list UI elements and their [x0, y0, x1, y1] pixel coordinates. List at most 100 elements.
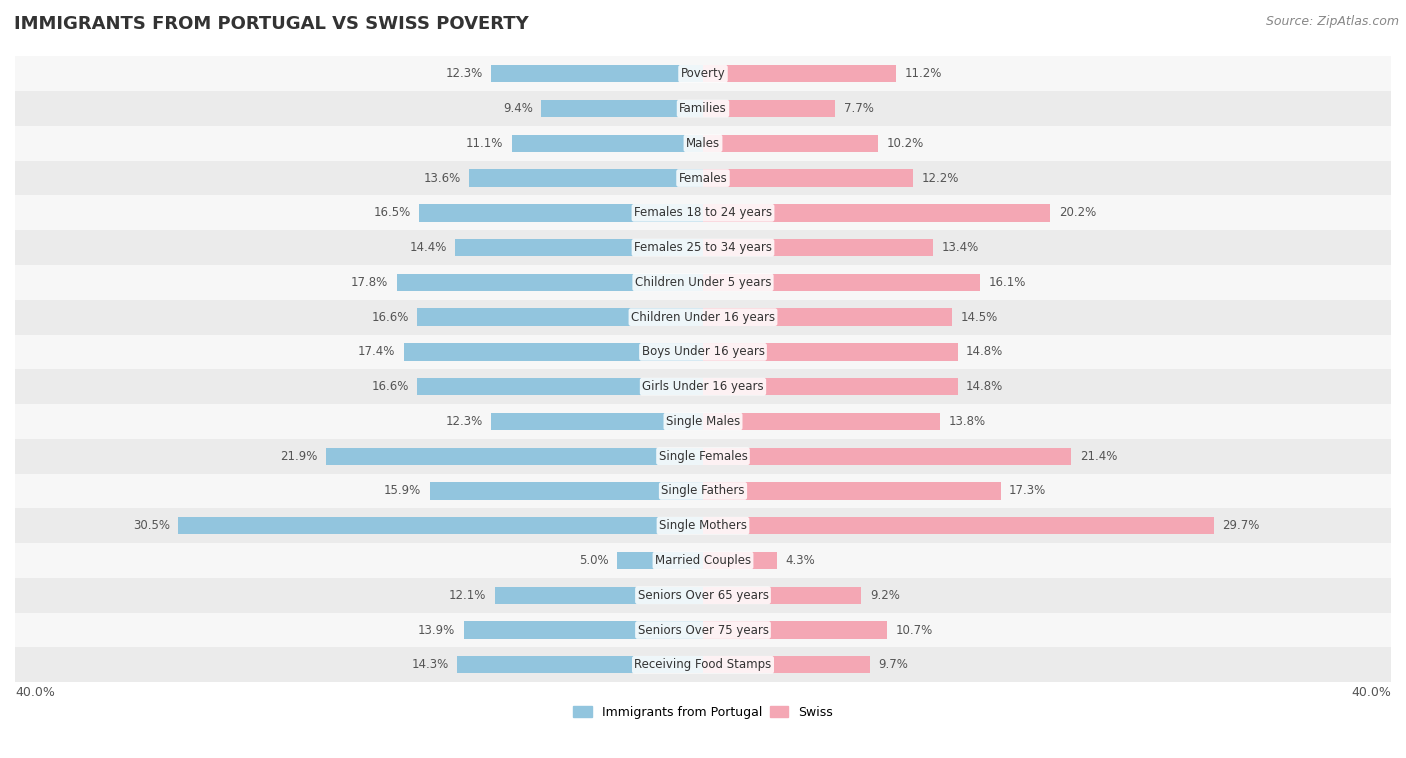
- Text: Children Under 16 years: Children Under 16 years: [631, 311, 775, 324]
- Text: 40.0%: 40.0%: [1351, 686, 1391, 699]
- Legend: Immigrants from Portugal, Swiss: Immigrants from Portugal, Swiss: [568, 700, 838, 724]
- Text: Married Couples: Married Couples: [655, 554, 751, 567]
- Text: 21.4%: 21.4%: [1080, 449, 1116, 462]
- Bar: [703, 517, 1213, 534]
- Text: 11.1%: 11.1%: [467, 136, 503, 150]
- Text: IMMIGRANTS FROM PORTUGAL VS SWISS POVERTY: IMMIGRANTS FROM PORTUGAL VS SWISS POVERT…: [14, 15, 529, 33]
- Bar: [15, 126, 1391, 161]
- Text: 12.1%: 12.1%: [449, 589, 486, 602]
- Text: 14.4%: 14.4%: [409, 241, 447, 254]
- Text: Females: Females: [679, 171, 727, 184]
- Bar: [457, 656, 703, 674]
- Bar: [404, 343, 703, 361]
- Bar: [703, 622, 887, 639]
- Text: Receiving Food Stamps: Receiving Food Stamps: [634, 658, 772, 672]
- Text: Poverty: Poverty: [681, 67, 725, 80]
- Text: 21.9%: 21.9%: [280, 449, 318, 462]
- Bar: [703, 65, 896, 83]
- Bar: [396, 274, 703, 291]
- Bar: [464, 622, 703, 639]
- Text: 13.6%: 13.6%: [423, 171, 461, 184]
- Bar: [541, 100, 703, 117]
- Text: 14.8%: 14.8%: [966, 346, 1004, 359]
- Bar: [492, 413, 703, 430]
- Bar: [418, 309, 703, 326]
- Bar: [15, 161, 1391, 196]
- Text: 7.7%: 7.7%: [844, 102, 875, 115]
- Bar: [15, 334, 1391, 369]
- Text: 5.0%: 5.0%: [579, 554, 609, 567]
- Bar: [15, 474, 1391, 509]
- Text: 29.7%: 29.7%: [1222, 519, 1260, 532]
- Bar: [703, 239, 934, 256]
- Text: Females 25 to 34 years: Females 25 to 34 years: [634, 241, 772, 254]
- Text: Boys Under 16 years: Boys Under 16 years: [641, 346, 765, 359]
- Bar: [703, 274, 980, 291]
- Bar: [15, 404, 1391, 439]
- Text: 9.2%: 9.2%: [870, 589, 900, 602]
- Bar: [418, 378, 703, 396]
- Text: 20.2%: 20.2%: [1059, 206, 1097, 219]
- Text: 14.5%: 14.5%: [960, 311, 998, 324]
- Bar: [15, 230, 1391, 265]
- Bar: [703, 413, 941, 430]
- Bar: [15, 612, 1391, 647]
- Bar: [703, 100, 835, 117]
- Text: 9.4%: 9.4%: [503, 102, 533, 115]
- Text: 13.4%: 13.4%: [942, 241, 980, 254]
- Text: 13.9%: 13.9%: [418, 624, 456, 637]
- Text: Single Mothers: Single Mothers: [659, 519, 747, 532]
- Text: 10.2%: 10.2%: [887, 136, 924, 150]
- Text: 11.2%: 11.2%: [904, 67, 942, 80]
- Text: Seniors Over 65 years: Seniors Over 65 years: [637, 589, 769, 602]
- Bar: [15, 299, 1391, 334]
- Bar: [703, 204, 1050, 221]
- Bar: [703, 482, 1001, 500]
- Bar: [495, 587, 703, 604]
- Bar: [703, 656, 870, 674]
- Bar: [15, 196, 1391, 230]
- Bar: [15, 578, 1391, 612]
- Bar: [15, 509, 1391, 543]
- Text: 13.8%: 13.8%: [949, 415, 986, 428]
- Bar: [512, 135, 703, 152]
- Text: 30.5%: 30.5%: [132, 519, 170, 532]
- Text: Single Females: Single Females: [658, 449, 748, 462]
- Text: 17.3%: 17.3%: [1010, 484, 1046, 497]
- Text: 16.6%: 16.6%: [371, 381, 409, 393]
- Bar: [703, 378, 957, 396]
- Text: 15.9%: 15.9%: [384, 484, 420, 497]
- Text: 10.7%: 10.7%: [896, 624, 934, 637]
- Bar: [15, 369, 1391, 404]
- Bar: [15, 56, 1391, 91]
- Bar: [456, 239, 703, 256]
- Text: 40.0%: 40.0%: [15, 686, 55, 699]
- Bar: [703, 135, 879, 152]
- Text: Families: Families: [679, 102, 727, 115]
- Bar: [326, 447, 703, 465]
- Bar: [429, 482, 703, 500]
- Bar: [703, 343, 957, 361]
- Text: 12.3%: 12.3%: [446, 67, 482, 80]
- Bar: [419, 204, 703, 221]
- Bar: [703, 552, 778, 569]
- Text: Single Fathers: Single Fathers: [661, 484, 745, 497]
- Bar: [15, 265, 1391, 299]
- Bar: [179, 517, 703, 534]
- Bar: [492, 65, 703, 83]
- Bar: [15, 439, 1391, 474]
- Text: 14.8%: 14.8%: [966, 381, 1004, 393]
- Text: 16.6%: 16.6%: [371, 311, 409, 324]
- Text: Females 18 to 24 years: Females 18 to 24 years: [634, 206, 772, 219]
- Text: 4.3%: 4.3%: [786, 554, 815, 567]
- Text: Children Under 5 years: Children Under 5 years: [634, 276, 772, 289]
- Bar: [703, 447, 1071, 465]
- Text: 12.2%: 12.2%: [921, 171, 959, 184]
- Text: 14.3%: 14.3%: [411, 658, 449, 672]
- Text: 16.1%: 16.1%: [988, 276, 1026, 289]
- Bar: [15, 91, 1391, 126]
- Bar: [703, 587, 862, 604]
- Bar: [703, 169, 912, 186]
- Bar: [470, 169, 703, 186]
- Bar: [15, 543, 1391, 578]
